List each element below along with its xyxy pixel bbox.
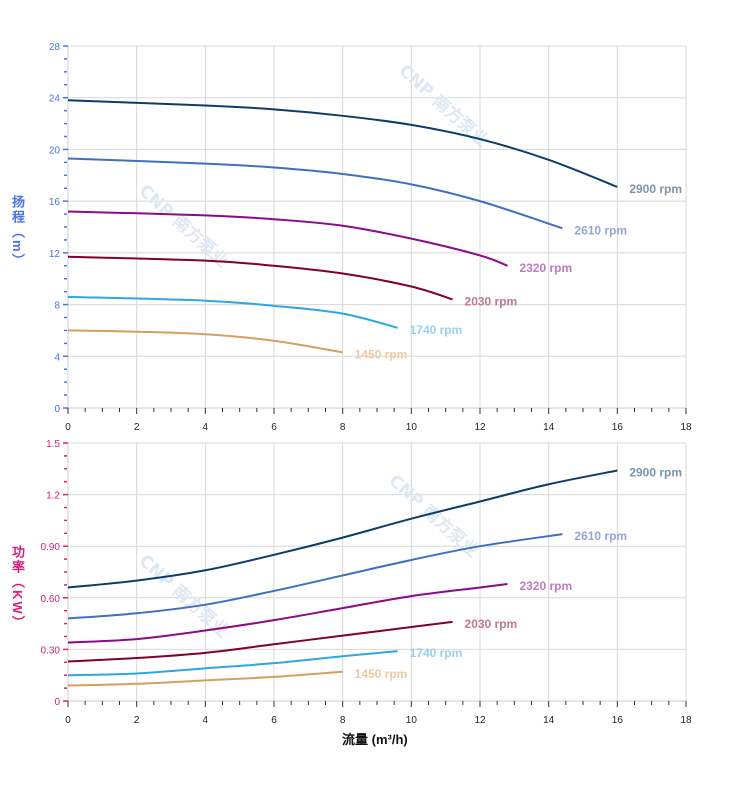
series-line-2900-rpm <box>67 469 618 589</box>
x-tick-label: 4 <box>203 715 209 726</box>
x-tick-label: 8 <box>340 715 346 726</box>
series-line-1740-rpm <box>67 295 398 329</box>
y-tick-label: 20 <box>49 145 61 156</box>
y-tick-label: 0.90 <box>41 542 61 553</box>
y-tick-label: 0.30 <box>41 645 61 656</box>
y-tick-label: 12 <box>49 249 61 260</box>
series-line-2320-rpm <box>67 210 508 267</box>
series-label: 2030 rpm <box>465 617 518 631</box>
x-tick-label: 10 <box>406 715 418 726</box>
x-tick-label: 12 <box>474 715 486 726</box>
x-tick-label: 4 <box>203 422 209 433</box>
y-tick-label: 1.2 <box>46 491 60 502</box>
x-tick-label: 6 <box>271 422 277 433</box>
power-axis-label: 功率（KW） <box>10 545 25 631</box>
y-tick-label: 0 <box>54 404 60 415</box>
series-line-2030-rpm <box>67 620 453 663</box>
x-tick-label: 14 <box>543 422 555 433</box>
y-tick-label: 8 <box>54 301 60 312</box>
x-tick-label: 8 <box>340 422 346 433</box>
x-tick-label: 0 <box>65 422 71 433</box>
y-tick-label: 0.60 <box>41 594 61 605</box>
x-tick-label: 12 <box>474 422 486 433</box>
series-label: 2900 rpm <box>629 466 682 480</box>
flow-axis-label: 流量 (m³/h) <box>342 732 408 747</box>
y-tick-label: 1.5 <box>46 439 60 450</box>
x-tick-label: 16 <box>612 715 624 726</box>
series-label: 1740 rpm <box>410 646 463 660</box>
x-tick-label: 18 <box>680 715 692 726</box>
series-line-1740-rpm <box>67 650 398 677</box>
y-tick-label: 28 <box>49 42 61 53</box>
x-tick-label: 18 <box>680 422 692 433</box>
series-label: 1740 rpm <box>410 323 463 337</box>
series-label: 1450 rpm <box>355 347 408 361</box>
x-tick-label: 0 <box>65 715 71 726</box>
x-tick-label: 2 <box>134 715 140 726</box>
x-tick-label: 6 <box>271 715 277 726</box>
series-line-2320-rpm <box>67 583 508 644</box>
x-tick-label: 14 <box>543 715 555 726</box>
series-label: 1450 rpm <box>355 667 408 681</box>
series-label: 2610 rpm <box>574 529 627 543</box>
x-tick-label: 10 <box>406 422 418 433</box>
series-label: 2030 rpm <box>465 294 518 308</box>
series-label: 2320 rpm <box>519 579 572 593</box>
y-tick-label: 4 <box>54 352 60 363</box>
series-label: 2320 rpm <box>519 261 572 275</box>
series-line-2900-rpm <box>67 99 618 188</box>
y-tick-label: 0 <box>54 697 60 708</box>
y-tick-label: 16 <box>49 197 61 208</box>
series-line-2610-rpm <box>67 157 563 230</box>
series-label: 2900 rpm <box>629 182 682 196</box>
series-line-2030-rpm <box>67 255 453 301</box>
y-tick-label: 24 <box>49 94 61 105</box>
x-tick-label: 2 <box>134 422 140 433</box>
series-line-1450-rpm <box>67 670 343 687</box>
head-axis-label: 扬程（m） <box>10 195 25 269</box>
series-line-1450-rpm <box>67 329 343 354</box>
series-label: 2610 rpm <box>574 223 627 237</box>
series-line-2610-rpm <box>67 533 563 620</box>
x-tick-label: 16 <box>612 422 624 433</box>
